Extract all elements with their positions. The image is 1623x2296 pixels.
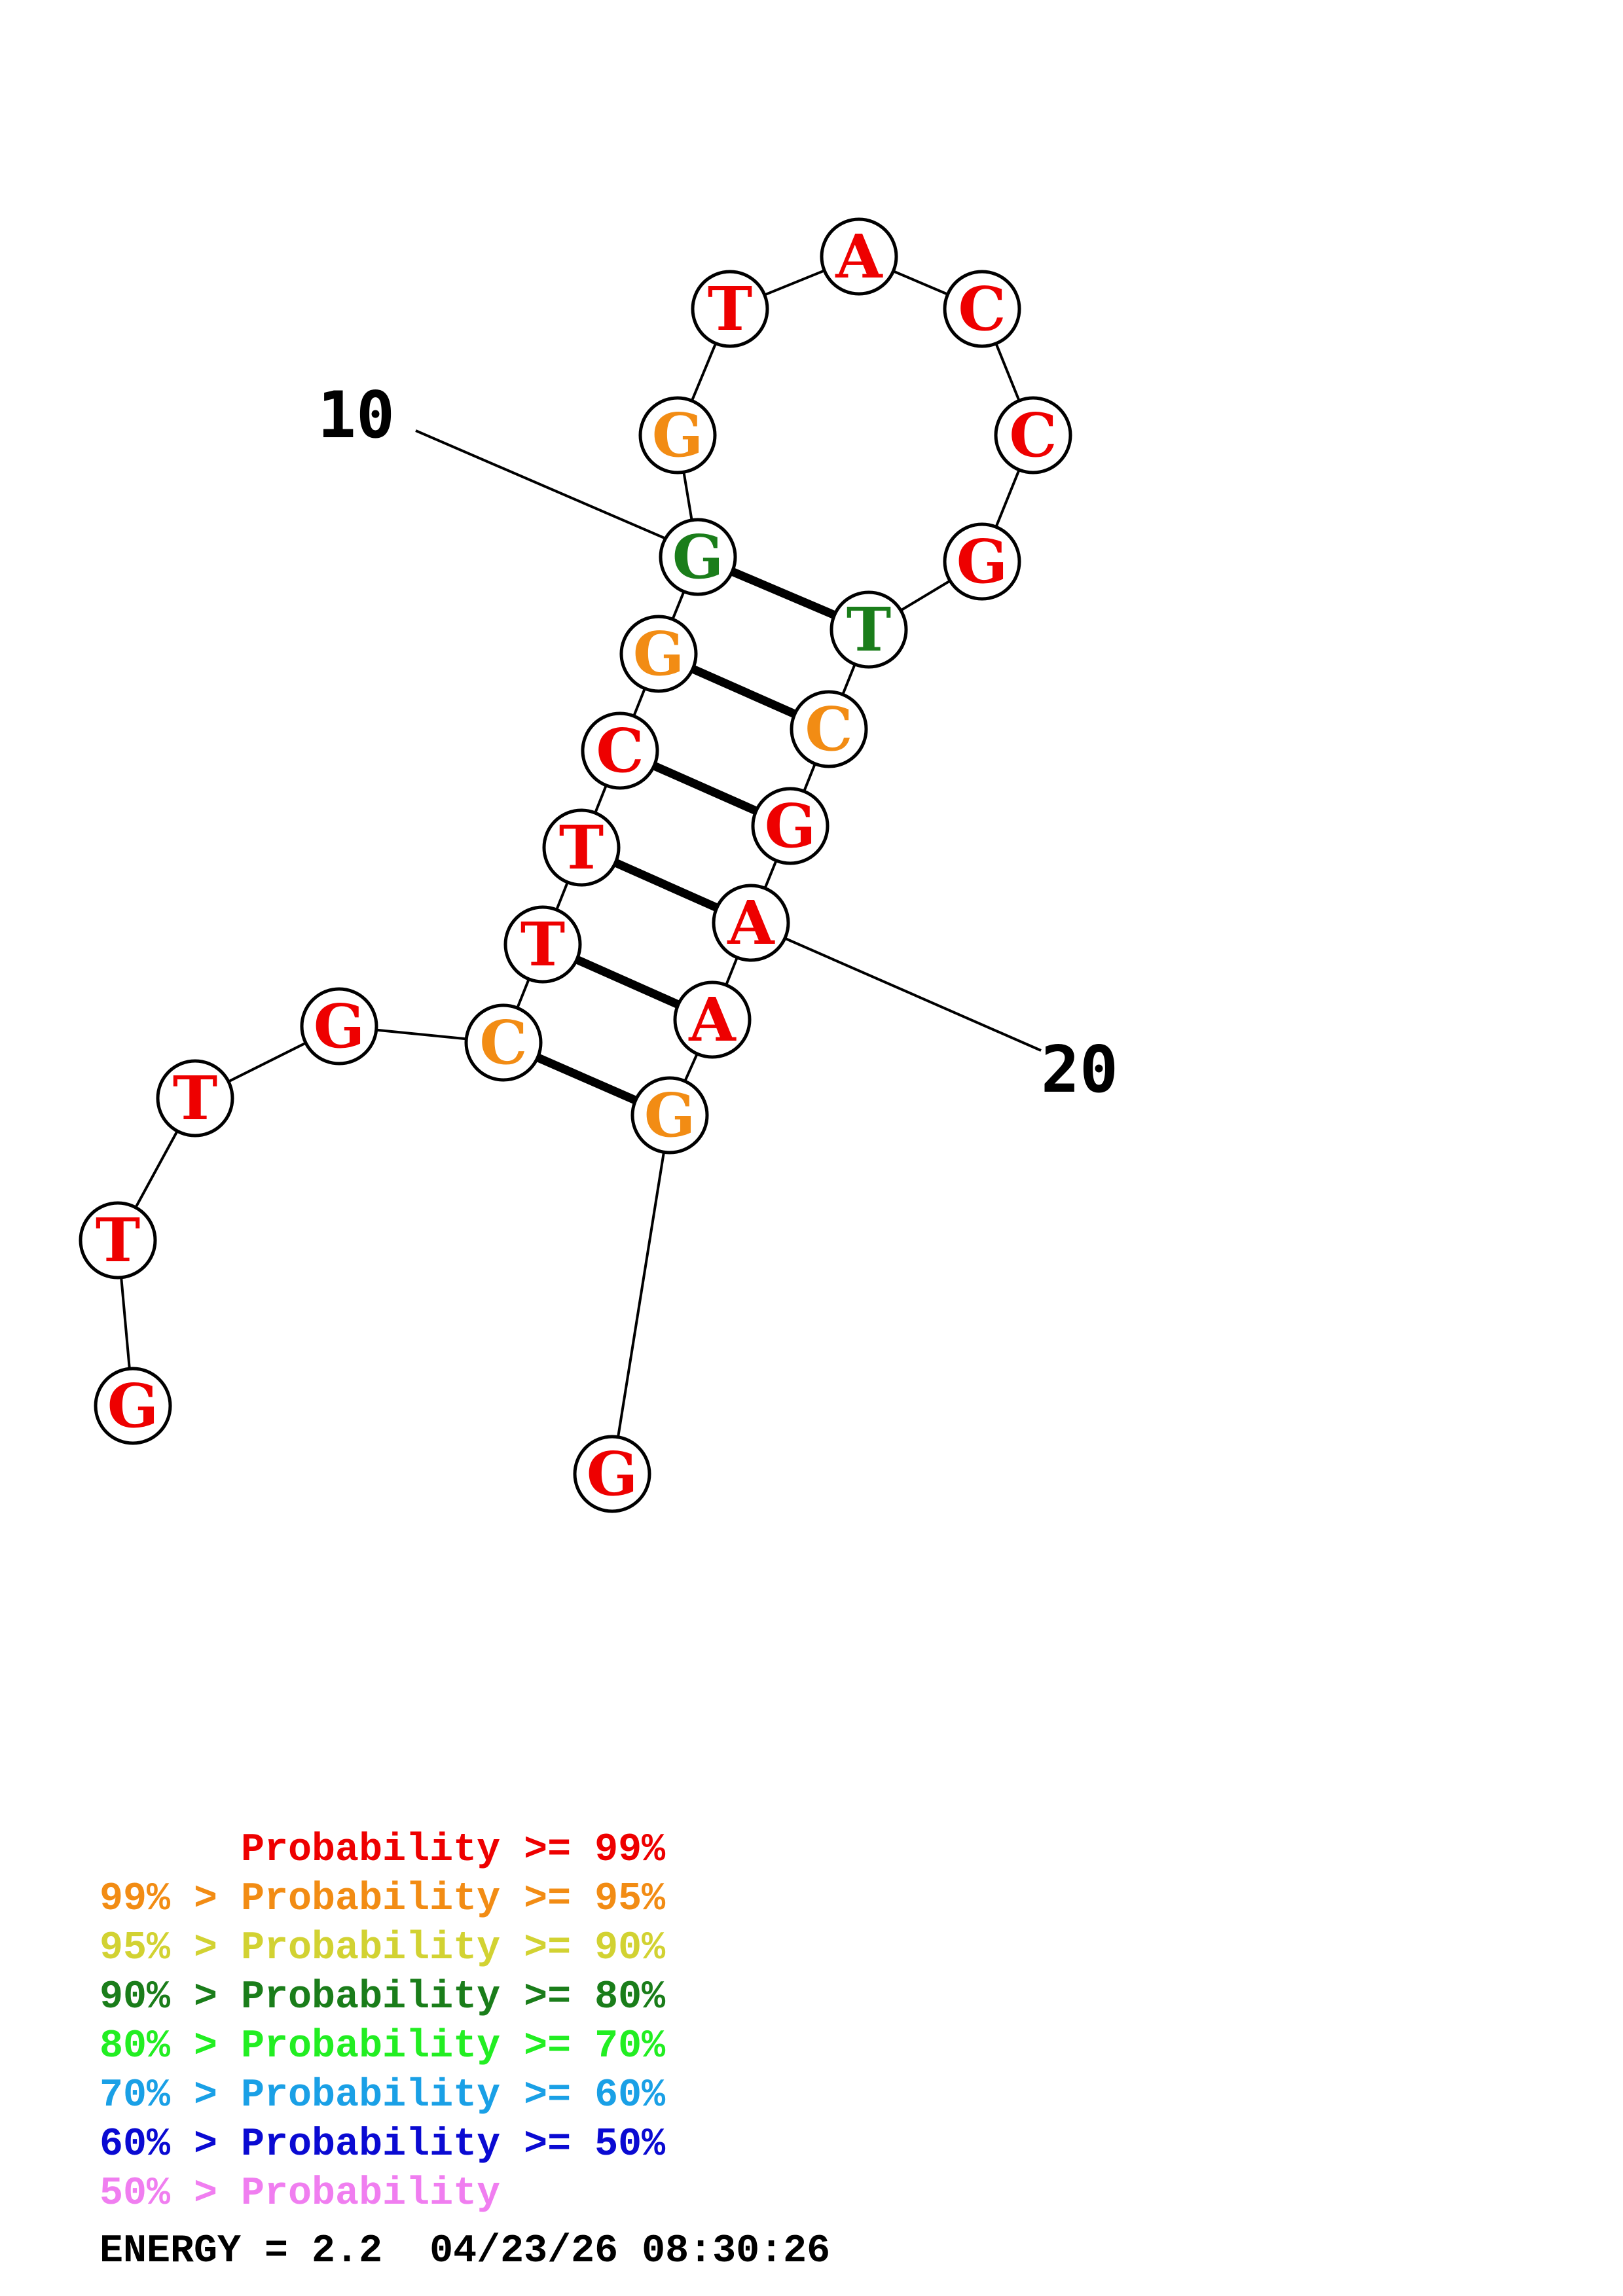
position-label-lines (415, 429, 1042, 1052)
nucleotide-10: G (659, 518, 737, 596)
nucleotide-11: G (638, 396, 717, 475)
nucleotide-15: C (994, 396, 1072, 475)
nucleotide-7: T (542, 808, 621, 887)
nucleotide-circle (300, 987, 378, 1066)
nucleotide-circle (659, 518, 737, 596)
probability-legend: Probability >= 99% 99% > Probability >= … (100, 1828, 666, 2216)
nucleotide-circle (503, 905, 582, 984)
label-line-10 (415, 429, 704, 556)
nucleotide-letter: C (805, 694, 852, 764)
nucleotide-20: A (712, 884, 790, 962)
nucleotide-16: G (943, 522, 1021, 601)
nucleotide-circle (820, 217, 898, 296)
nucleotide-23: G (573, 1435, 651, 1513)
nucleotide-circle (573, 1435, 651, 1513)
energy-footer: ENERGY = 2.2 04/23/26 08:30:26 (100, 2229, 830, 2274)
nucleotide-19: G (751, 787, 830, 865)
label-line-20 (749, 922, 1042, 1052)
nucleotide-5: C (464, 1003, 543, 1082)
nucleotide-letter: G (587, 1439, 638, 1509)
nucleotide-circle (790, 690, 868, 768)
nucleotide-circle (542, 808, 621, 887)
nucleotide-circle (712, 884, 790, 962)
nucleotide-circle (464, 1003, 543, 1082)
position-label-10: 10 (318, 378, 395, 453)
nucleotide-circle (94, 1367, 172, 1445)
nucleotide-letter: G (107, 1371, 159, 1441)
nucleotide-12: T (691, 270, 769, 348)
nucleotide-circle (830, 590, 908, 669)
position-label-20: 20 (1041, 1033, 1118, 1107)
nucleotide-8: C (581, 711, 659, 790)
nucleotide-letter: T (559, 812, 604, 883)
nucleotide-circle (638, 396, 717, 475)
legend-line-7: 60% > Probability >= 50% (100, 2123, 666, 2167)
nucleotide-letter: A (835, 221, 883, 292)
nucleotide-letter: T (708, 274, 752, 344)
nucleotide-letter: G (957, 526, 1008, 597)
nucleotide-letter: G (765, 791, 816, 861)
legend-line-3: 95% > Probability >= 90% (100, 1926, 666, 1971)
nucleotide-circle (943, 270, 1021, 348)
nucleotide-21: A (673, 980, 752, 1059)
nucleotide-13: A (820, 217, 898, 296)
nucleotide-17: T (830, 590, 908, 669)
nucleotide-circle (630, 1076, 709, 1155)
nucleotide-circle (994, 396, 1072, 475)
nucleotide-letter: G (644, 1080, 696, 1151)
nucleotide-circle (751, 787, 830, 865)
nucleotide-letter: G (314, 991, 365, 1062)
nucleotide-letter: T (96, 1205, 140, 1276)
nucleotide-9: G (619, 615, 698, 693)
nucleotide-18: C (790, 690, 868, 768)
legend-line-1: Probability >= 99% (100, 1828, 666, 1873)
nucleotide-letter: G (633, 619, 685, 689)
nucleotide-letter: C (1009, 400, 1057, 471)
backbone-link (611, 1115, 671, 1475)
nucleotide-letter: G (652, 400, 704, 471)
nucleotide-22: G (630, 1076, 709, 1155)
nucleotide-3: T (156, 1059, 234, 1138)
nucleotide-letter: G (672, 522, 724, 592)
nucleotide-letter: A (727, 888, 775, 958)
nucleotide-letter: C (479, 1007, 527, 1078)
nucleotide-1: G (94, 1367, 172, 1445)
nucleotide-14: C (943, 270, 1021, 348)
nucleotide-circle (691, 270, 769, 348)
nucleotide-letter: C (596, 715, 644, 786)
nucleotide-circle (943, 522, 1021, 601)
nucleotide-circle (581, 711, 659, 790)
nucleotide-circle (79, 1201, 157, 1280)
nucleotide-letter: T (520, 909, 565, 980)
nucleotide-letter: A (688, 984, 737, 1055)
nucleotide-circle (619, 615, 698, 693)
legend-line-6: 70% > Probability >= 60% (100, 2073, 666, 2118)
legend-line-2: 99% > Probability >= 95% (100, 1877, 666, 1922)
nucleotide-4: G (300, 987, 378, 1066)
nucleotide-6: T (503, 905, 582, 984)
nucleotide-circle (156, 1059, 234, 1138)
nucleotide-letter: T (173, 1063, 217, 1134)
position-labels: 10 20 (318, 378, 1118, 1107)
legend-line-4: 90% > Probability >= 80% (100, 1975, 666, 2020)
nucleotide-circle (673, 980, 752, 1059)
legend-line-5: 80% > Probability >= 70% (100, 2024, 666, 2069)
nucleotide-letter: C (958, 274, 1006, 344)
nucleotide-2: T (79, 1201, 157, 1280)
nucleotide-letter: T (847, 594, 891, 665)
legend-line-8: 50% > Probability (100, 2172, 500, 2216)
